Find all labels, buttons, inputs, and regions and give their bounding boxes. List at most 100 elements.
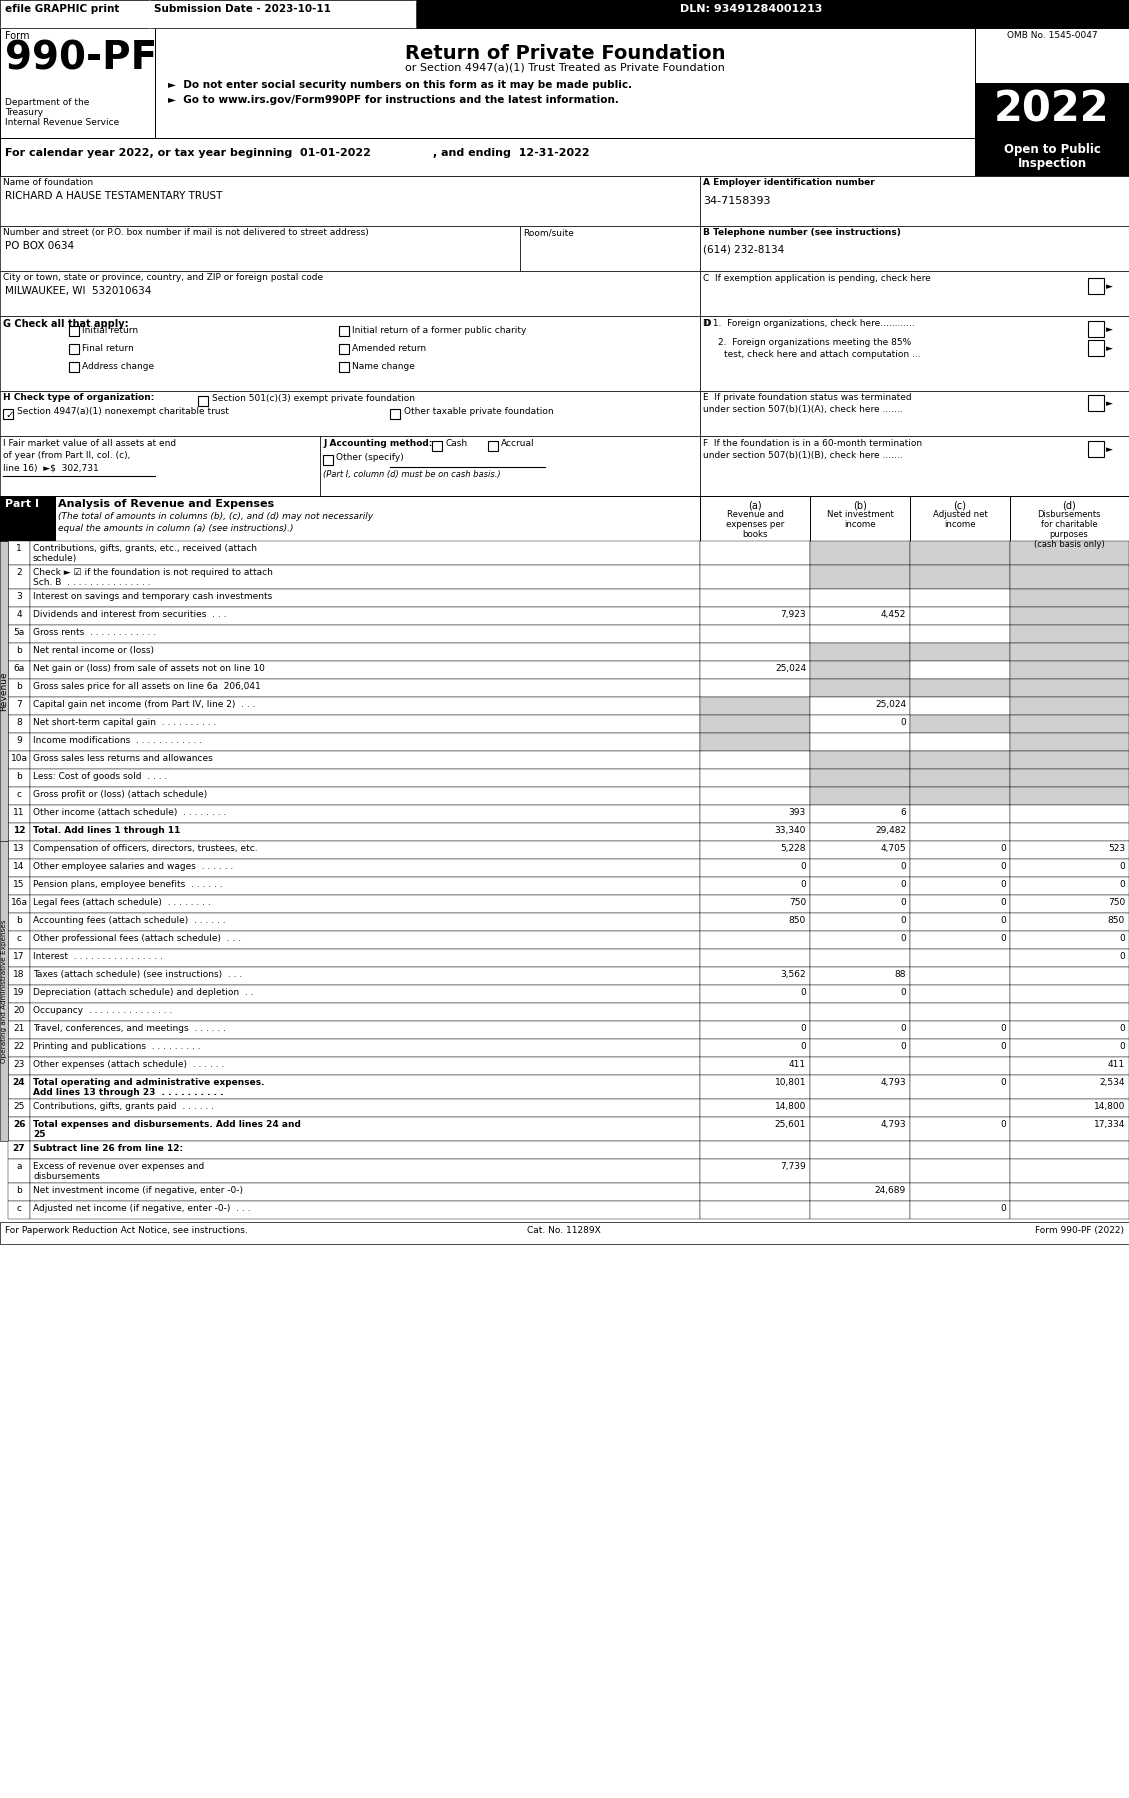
Bar xyxy=(1010,626,1129,644)
Text: c: c xyxy=(17,789,21,798)
Bar xyxy=(809,734,910,752)
Text: Cash: Cash xyxy=(445,439,467,448)
Text: ►  Go to www.irs.gov/Form990PF for instructions and the latest information.: ► Go to www.irs.gov/Form990PF for instru… xyxy=(168,95,619,104)
Bar xyxy=(700,823,809,841)
Text: For calendar year 2022, or tax year beginning  01-01-2022                , and e: For calendar year 2022, or tax year begi… xyxy=(5,147,589,158)
Bar xyxy=(910,1142,1010,1160)
Bar xyxy=(30,985,700,1003)
Bar xyxy=(0,541,8,841)
Bar xyxy=(700,644,809,662)
Bar xyxy=(910,644,1010,662)
Bar xyxy=(8,788,30,806)
Text: 0: 0 xyxy=(900,1043,905,1052)
Text: Other professional fees (attach schedule)  . . .: Other professional fees (attach schedule… xyxy=(33,933,242,942)
Bar xyxy=(30,949,700,967)
Bar xyxy=(700,435,1129,496)
Bar xyxy=(69,361,79,372)
Bar xyxy=(8,1183,30,1201)
Bar xyxy=(700,1160,809,1183)
Bar xyxy=(700,752,809,770)
Text: (b): (b) xyxy=(854,500,867,511)
Bar xyxy=(809,913,910,931)
Bar xyxy=(8,1142,30,1160)
Text: 0: 0 xyxy=(800,1025,806,1034)
Text: b: b xyxy=(16,1187,21,1196)
Bar xyxy=(910,913,1010,931)
Text: (c): (c) xyxy=(954,500,966,511)
Text: Other employee salaries and wages  . . . . . .: Other employee salaries and wages . . . … xyxy=(33,861,234,870)
Text: D 1.  Foreign organizations, check here............: D 1. Foreign organizations, check here..… xyxy=(703,318,914,327)
Text: Subtract line 26 from line 12:: Subtract line 26 from line 12: xyxy=(33,1144,183,1153)
Text: 7: 7 xyxy=(16,699,21,708)
Bar xyxy=(809,1142,910,1160)
Bar xyxy=(198,396,208,406)
Text: 14,800: 14,800 xyxy=(1094,1102,1124,1111)
Bar xyxy=(910,1183,1010,1201)
Bar xyxy=(700,496,809,541)
Bar xyxy=(910,1117,1010,1142)
Text: 3: 3 xyxy=(16,592,21,601)
Text: 13: 13 xyxy=(14,843,25,852)
Text: C  If exemption application is pending, check here: C If exemption application is pending, c… xyxy=(703,273,930,282)
Bar xyxy=(30,734,700,752)
Bar xyxy=(0,316,700,390)
Bar xyxy=(30,662,700,680)
Bar xyxy=(1010,931,1129,949)
Text: 0: 0 xyxy=(1000,1120,1006,1129)
Bar xyxy=(0,138,975,176)
Bar xyxy=(809,1160,910,1183)
Text: Excess of revenue over expenses and: Excess of revenue over expenses and xyxy=(33,1162,204,1170)
Text: City or town, state or province, country, and ZIP or foreign postal code: City or town, state or province, country… xyxy=(3,273,323,282)
Text: 6a: 6a xyxy=(14,663,25,672)
Bar xyxy=(975,138,1129,176)
Text: 17: 17 xyxy=(14,951,25,960)
Bar xyxy=(910,1021,1010,1039)
Text: test, check here and attach computation ...: test, check here and attach computation … xyxy=(724,351,920,360)
Bar xyxy=(30,806,700,823)
Bar xyxy=(0,496,55,541)
Text: Name of foundation: Name of foundation xyxy=(3,178,93,187)
Bar xyxy=(700,931,809,949)
Bar xyxy=(809,931,910,949)
Bar xyxy=(910,698,1010,716)
Bar xyxy=(910,541,1010,565)
Bar xyxy=(8,949,30,967)
Text: 0: 0 xyxy=(800,879,806,888)
Bar xyxy=(8,698,30,716)
Bar xyxy=(8,626,30,644)
Bar xyxy=(30,1075,700,1099)
Text: 990-PF: 990-PF xyxy=(5,40,157,77)
Text: Accounting fees (attach schedule)  . . . . . .: Accounting fees (attach schedule) . . . … xyxy=(33,915,226,924)
Text: Other expenses (attach schedule)  . . . . . .: Other expenses (attach schedule) . . . .… xyxy=(33,1061,225,1070)
Text: Analysis of Revenue and Expenses: Analysis of Revenue and Expenses xyxy=(58,500,274,509)
Bar xyxy=(30,680,700,698)
Bar xyxy=(700,608,809,626)
Text: (Part I, column (d) must be on cash basis.): (Part I, column (d) must be on cash basi… xyxy=(323,469,500,478)
Text: Total operating and administrative expenses.: Total operating and administrative expen… xyxy=(33,1079,264,1088)
Bar xyxy=(1010,734,1129,752)
Bar xyxy=(910,626,1010,644)
Bar xyxy=(700,1039,809,1057)
Text: 15: 15 xyxy=(14,879,25,888)
Bar xyxy=(30,698,700,716)
Text: 17,334: 17,334 xyxy=(1094,1120,1124,1129)
Bar xyxy=(1010,1160,1129,1183)
Bar xyxy=(30,1160,700,1183)
Bar xyxy=(809,823,910,841)
Bar xyxy=(1010,541,1129,565)
Text: Final return: Final return xyxy=(82,343,133,352)
Text: Total. Add lines 1 through 11: Total. Add lines 1 through 11 xyxy=(33,825,181,834)
Text: 0: 0 xyxy=(1119,1043,1124,1052)
Bar xyxy=(30,1003,700,1021)
Text: 3,562: 3,562 xyxy=(780,969,806,978)
Text: Pension plans, employee benefits  . . . . . .: Pension plans, employee benefits . . . .… xyxy=(33,879,222,888)
Text: 0: 0 xyxy=(1000,879,1006,888)
Text: 0: 0 xyxy=(800,987,806,998)
Text: equal the amounts in column (a) (see instructions).): equal the amounts in column (a) (see ins… xyxy=(58,523,294,532)
Bar xyxy=(809,716,910,734)
Bar xyxy=(910,734,1010,752)
Text: Disbursements: Disbursements xyxy=(1038,511,1101,520)
Text: 850: 850 xyxy=(1108,915,1124,924)
Text: 7,739: 7,739 xyxy=(780,1162,806,1170)
Bar xyxy=(809,877,910,895)
